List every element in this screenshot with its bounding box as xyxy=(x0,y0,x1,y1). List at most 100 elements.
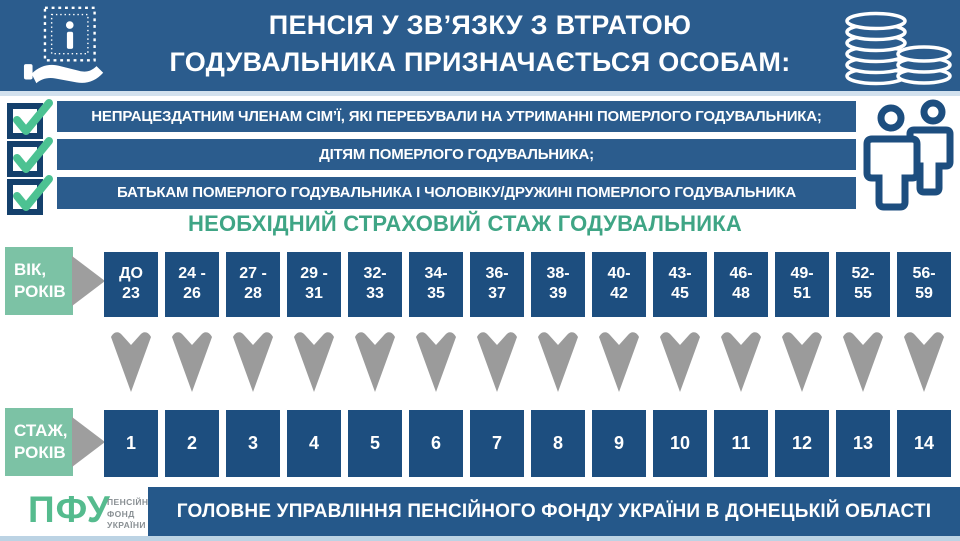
age-top: 34- xyxy=(424,265,448,282)
age-bottom: 37 xyxy=(488,285,506,302)
pfu-logo-caption: ПЕНСІЙНИЙ ФОНД УКРАЇНИ xyxy=(107,497,161,532)
stage-value: 10 xyxy=(669,433,691,453)
stage-cell: 2 xyxy=(165,410,219,477)
stage-label-line1: СТАЖ, xyxy=(14,421,68,440)
stage-value: 11 xyxy=(731,433,751,453)
down-arrow-icon xyxy=(904,332,944,392)
down-arrow-icon xyxy=(843,332,883,392)
page-title-line2: ГОДУВАЛЬНИКА ПРИЗНАЧАЄТЬСЯ ОСОБАМ: xyxy=(169,47,791,77)
stage-cell: 1 xyxy=(104,410,158,477)
stage-cell: 8 xyxy=(531,410,585,477)
age-bottom: 45 xyxy=(671,285,689,302)
eligibility-label: БАТЬКАМ ПОМЕРЛОГО ГОДУВАЛЬНИКА І ЧОЛОВІК… xyxy=(116,184,797,201)
stage-value: 4 xyxy=(308,433,319,453)
age-cell: 56- 59 xyxy=(897,252,951,317)
pfu-caption-line2: ФОНД xyxy=(107,508,135,519)
down-arrow-icon xyxy=(660,332,700,392)
age-bottom: 35 xyxy=(427,285,445,302)
age-top: 56- xyxy=(912,265,936,282)
stage-value: 12 xyxy=(791,433,813,453)
age-top: 49- xyxy=(790,265,814,282)
age-row-label: ВІК, РОКІВ xyxy=(5,247,73,315)
stage-value: 6 xyxy=(430,433,441,453)
age-bottom: 28 xyxy=(244,285,262,302)
pfu-logo: ПФУ xyxy=(28,489,111,530)
age-top: 40- xyxy=(607,265,631,282)
age-bottom: 31 xyxy=(305,285,323,302)
eligibility-item: НЕПРАЦЕЗДАТНИМ ЧЛЕНАМ СІМ’Ї, ЯКІ ПЕРЕБУВ… xyxy=(57,101,856,132)
stage-cell: 5 xyxy=(348,410,402,477)
age-bottom: 55 xyxy=(854,285,872,302)
stage-label-line2: РОКІВ xyxy=(14,443,66,462)
down-arrow-icon xyxy=(355,332,395,392)
checkbox-icon xyxy=(7,99,53,139)
footer-banner: ГОЛОВНЕ УПРАВЛІННЯ ПЕНСІЙНОГО ФОНДУ УКРА… xyxy=(148,487,960,536)
age-cell: ДО 23 xyxy=(104,252,158,317)
age-cell: 34- 35 xyxy=(409,252,463,317)
age-cell: 24 - 26 xyxy=(165,252,219,317)
stage-cell: 6 xyxy=(409,410,463,477)
down-arrow-icon xyxy=(416,332,456,392)
age-bottom: 39 xyxy=(549,285,567,302)
header-divider xyxy=(0,91,960,96)
page-title-line1: ПЕНСІЯ У ЗВ’ЯЗКУ З ВТРАТОЮ xyxy=(268,10,692,40)
bottom-strip xyxy=(0,536,960,541)
age-top: 29 - xyxy=(300,265,328,282)
stage-value: 1 xyxy=(125,433,136,453)
age-top: 32- xyxy=(363,265,387,282)
age-bottom: 23 xyxy=(122,285,140,302)
age-bottom: 59 xyxy=(915,285,933,302)
age-cell: 32- 33 xyxy=(348,252,402,317)
age-top: 52- xyxy=(851,265,875,282)
stage-cell: 13 xyxy=(836,410,890,477)
age-top: 38- xyxy=(546,265,570,282)
right-pointer-icon xyxy=(72,417,105,467)
age-cell: 46- 48 xyxy=(714,252,768,317)
down-arrow-icon xyxy=(538,332,578,392)
stage-value: 9 xyxy=(613,433,624,453)
down-arrow-icon xyxy=(172,332,212,392)
age-top: 46- xyxy=(729,265,753,282)
stage-value: 5 xyxy=(369,433,380,453)
down-arrow-icon xyxy=(294,332,334,392)
stage-value: 13 xyxy=(852,433,874,453)
age-bottom: 42 xyxy=(610,285,628,302)
stage-cell: 10 xyxy=(653,410,707,477)
eligibility-label: НЕПРАЦЕЗДАТНИМ ЧЛЕНАМ СІМ’Ї, ЯКІ ПЕРЕБУВ… xyxy=(91,108,822,125)
age-top: ДО xyxy=(119,265,143,282)
stage-cell: 3 xyxy=(226,410,280,477)
stage-row-label: СТАЖ, РОКІВ xyxy=(5,408,73,476)
stage-cell: 14 xyxy=(897,410,951,477)
age-cell: 43- 45 xyxy=(653,252,707,317)
age-cell: 52- 55 xyxy=(836,252,890,317)
age-cell: 49- 51 xyxy=(775,252,829,317)
stage-value: 7 xyxy=(491,433,502,453)
stage-value: 3 xyxy=(247,433,258,453)
age-top: 36- xyxy=(485,265,509,282)
age-label-line2: РОКІВ xyxy=(14,282,66,301)
stage-cell: 9 xyxy=(592,410,646,477)
eligibility-label: ДІТЯМ ПОМЕРЛОГО ГОДУВАЛЬНИКА; xyxy=(319,146,594,163)
age-cell: 38- 39 xyxy=(531,252,585,317)
age-cell: 40- 42 xyxy=(592,252,646,317)
eligibility-item: БАТЬКАМ ПОМЕРЛОГО ГОДУВАЛЬНИКА І ЧОЛОВІК… xyxy=(57,177,856,209)
pfu-caption-line3: УКРАЇНИ xyxy=(107,520,146,530)
right-pointer-icon xyxy=(72,256,105,306)
age-bottom: 26 xyxy=(183,285,201,302)
stage-cell: 7 xyxy=(470,410,524,477)
age-bottom: 33 xyxy=(366,285,384,302)
age-top: 24 - xyxy=(178,265,206,282)
stage-cell: 12 xyxy=(775,410,829,477)
stage-value: 14 xyxy=(913,433,935,453)
page-title: ПЕНСІЯ У ЗВ’ЯЗКУ З ВТРАТОЮ ГОДУВАЛЬНИКА … xyxy=(140,7,820,81)
stage-cell: 11 xyxy=(714,410,768,477)
checkbox-icon xyxy=(7,137,53,177)
age-top: 27 - xyxy=(239,265,267,282)
age-bottom: 51 xyxy=(793,285,811,302)
info-hand-icon xyxy=(23,6,104,84)
age-bottom: 48 xyxy=(732,285,750,302)
footer-banner-text: ГОЛОВНЕ УПРАВЛІННЯ ПЕНСІЙНОГО ФОНДУ УКРА… xyxy=(176,501,932,522)
stage-cell: 4 xyxy=(287,410,341,477)
down-arrow-icon xyxy=(782,332,822,392)
